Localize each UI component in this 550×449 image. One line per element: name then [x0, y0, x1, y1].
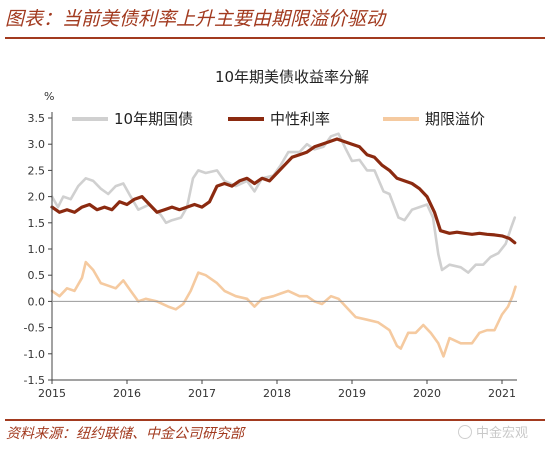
y-tick-label: 0.5: [28, 269, 46, 282]
watermark: 中金宏观: [458, 424, 528, 444]
chat-bubble-icon: [458, 425, 472, 439]
series-line-2: [50, 137, 517, 245]
x-tick-label: 2020: [413, 387, 441, 400]
x-tick-label: 2019: [338, 387, 366, 400]
series-line-3: [50, 260, 517, 358]
series-layer: [50, 132, 517, 358]
x-tick-label: 2016: [113, 387, 141, 400]
figure-title: 图表：当前美债利率上升主要由期限溢价驱动: [5, 8, 386, 30]
source-note: 资料来源：纽约联储、中金公司研究部: [6, 426, 244, 442]
y-axis-unit: %: [44, 90, 54, 103]
watermark-text: 中金宏观: [476, 426, 529, 441]
y-tick-label: 0.0: [28, 295, 46, 308]
title-rule: [5, 37, 545, 39]
series-line-1: [50, 132, 517, 274]
axes: -1.5 -1.0 -0.5 0.0 0.5 1.0 1.5 2.0 2.5 3.0 3.5 2015…: [24, 112, 517, 400]
y-tick-label: -1.0: [24, 348, 45, 361]
y-tick-label: -0.5: [24, 322, 45, 335]
x-tick-label: 2018: [263, 387, 291, 400]
x-tick-label: 2015: [38, 387, 66, 400]
legend: 10年期国债 中性利率 期限溢价: [72, 110, 485, 128]
y-tick-label: 2.0: [28, 191, 46, 204]
x-tick-label: 2017: [188, 387, 216, 400]
y-tick-label: 3.0: [28, 138, 46, 151]
y-tick-label: 2.5: [28, 164, 46, 177]
legend-label: 期限溢价: [425, 110, 485, 128]
y-tick-label: 1.0: [28, 243, 46, 256]
x-tick-label: 2021: [488, 387, 516, 400]
legend-label: 中性利率: [270, 110, 330, 128]
legend-label: 10年期国债: [114, 110, 193, 128]
y-tick-label: 3.5: [28, 112, 46, 125]
source-rule: [5, 419, 545, 421]
chart-title: 10年期美债收益率分解: [215, 68, 369, 86]
y-tick-label: -1.5: [24, 374, 45, 387]
y-tick-label: 1.5: [28, 217, 46, 230]
